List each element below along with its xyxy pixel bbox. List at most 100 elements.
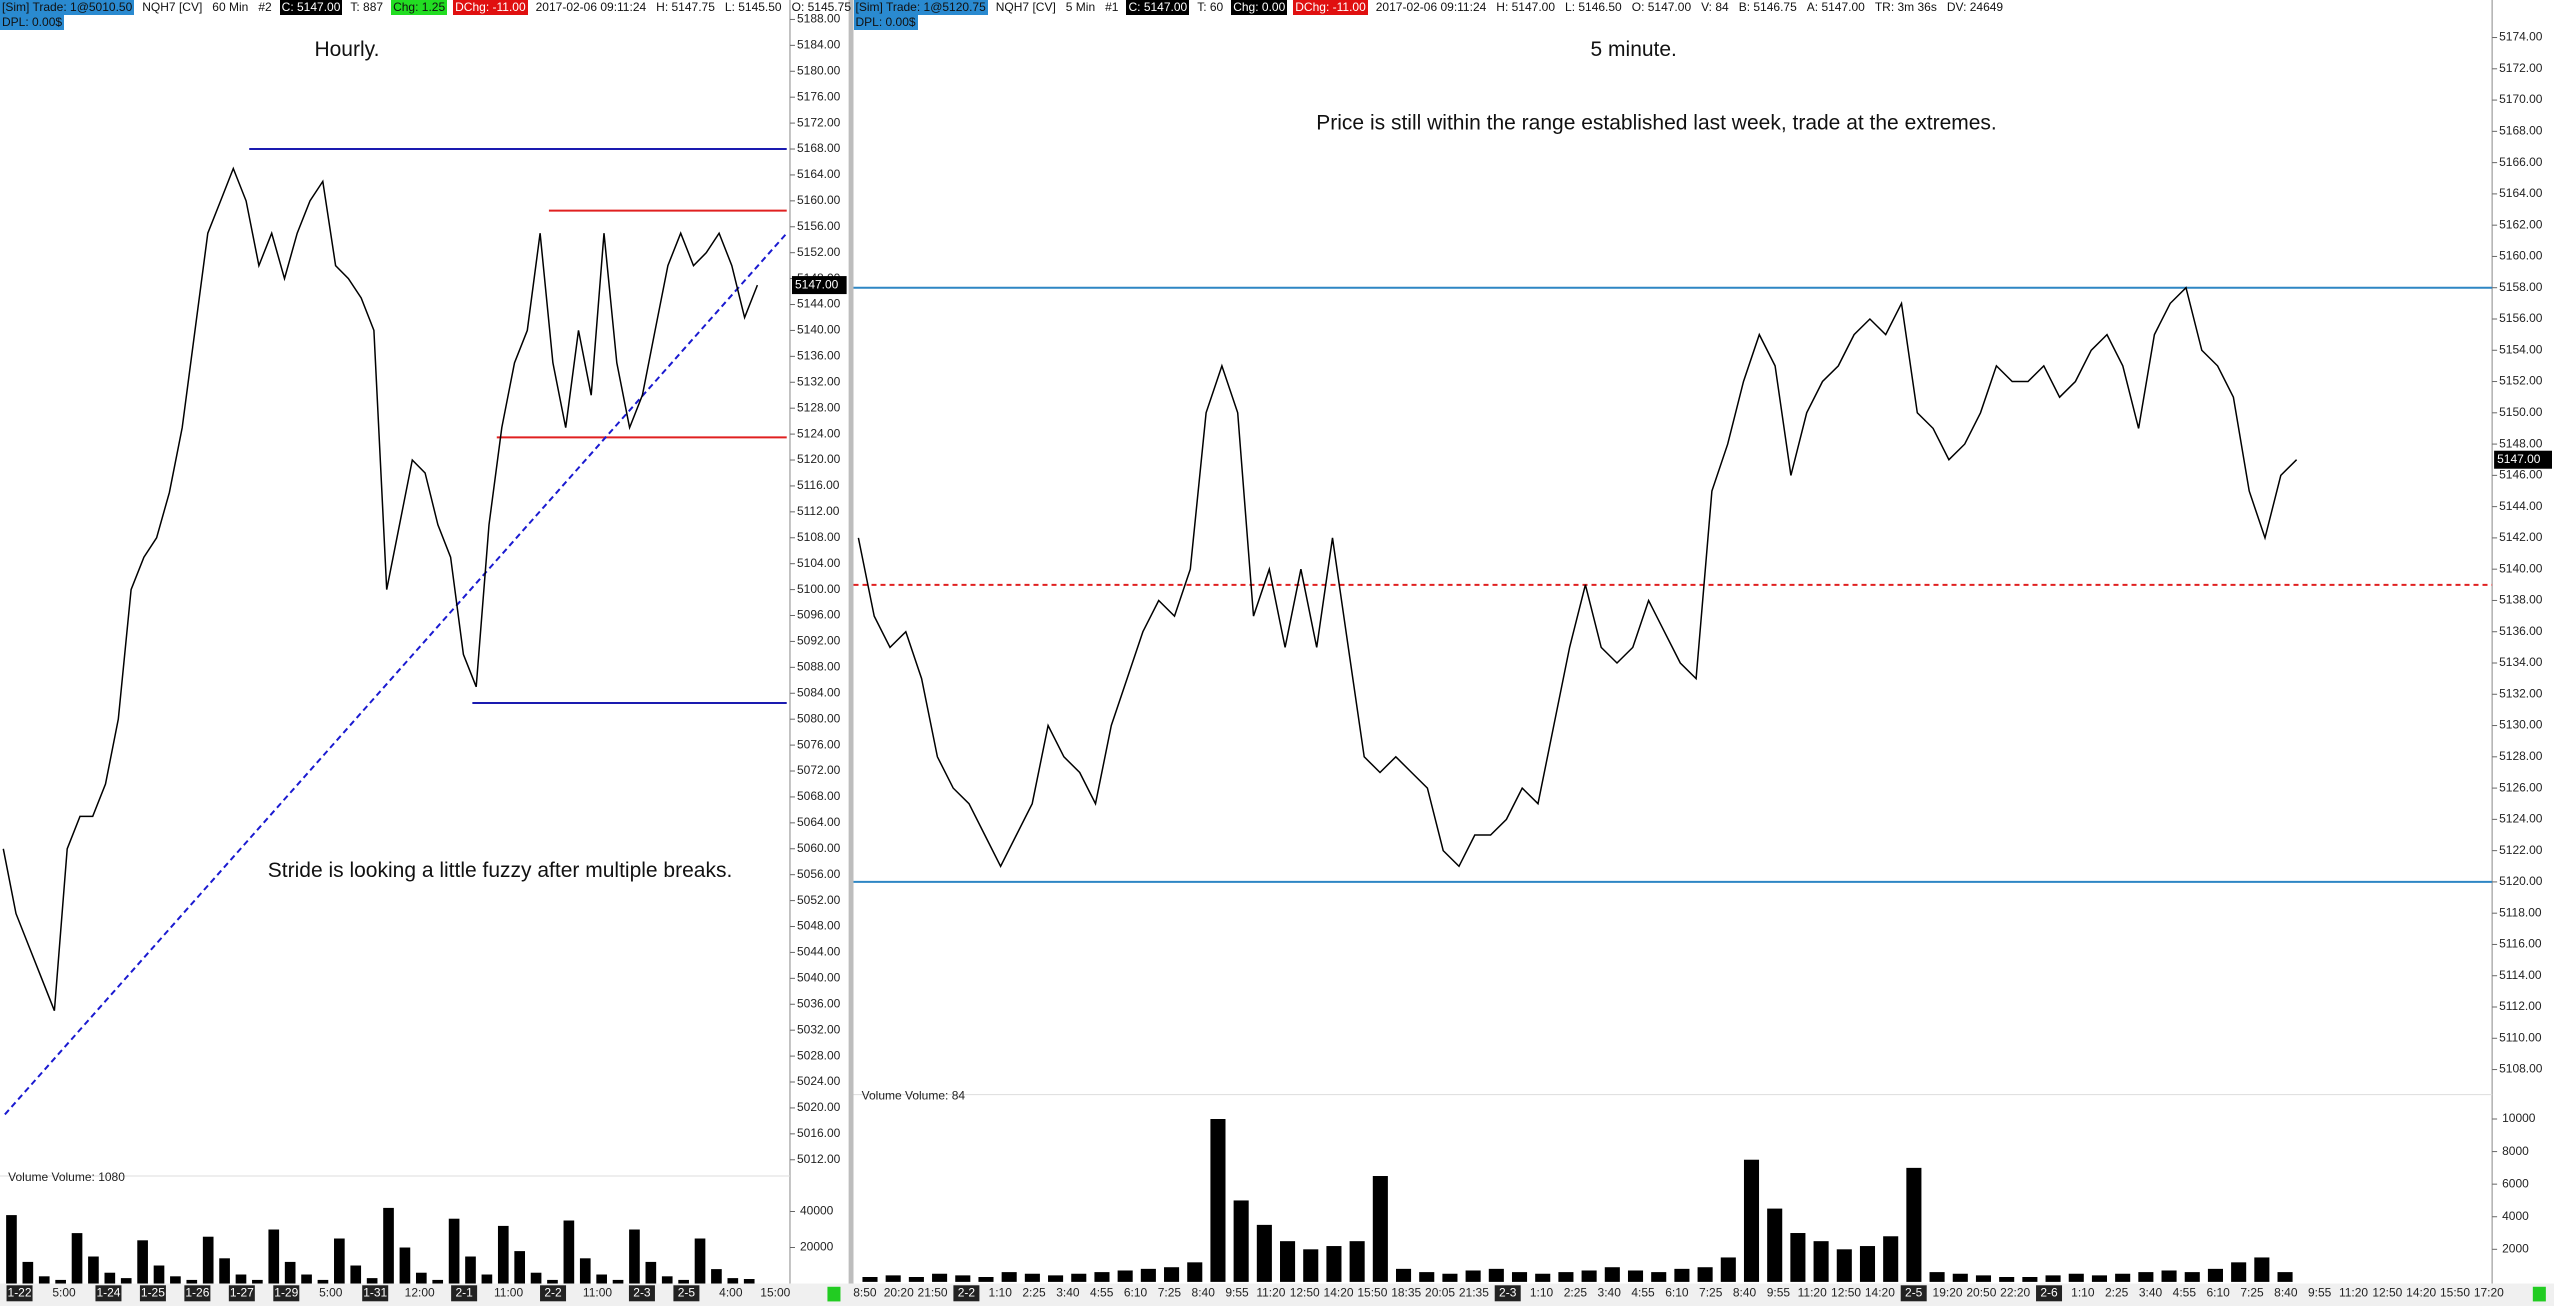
x-tick-label: 1-31 <box>363 1285 387 1299</box>
volume-bar <box>71 1233 83 1284</box>
x-tick-label: 1-25 <box>141 1285 165 1299</box>
x-tick-label: 1:10 <box>2071 1285 2095 1299</box>
y-tick-label: 5012.00 <box>797 1152 841 1166</box>
volume-bar <box>1419 1272 1435 1282</box>
date-tag <box>673 1285 700 1302</box>
volume-bar <box>1024 1273 1040 1282</box>
x-tick-label: 2-3 <box>633 1285 651 1299</box>
volume-bar <box>1767 1208 1783 1282</box>
volume-bar <box>955 1275 971 1282</box>
volume-bar <box>645 1261 657 1284</box>
volume-bar <box>55 1279 66 1284</box>
date-tag <box>6 1285 33 1302</box>
x-tick-label: 12:00 <box>405 1285 435 1299</box>
volume-bar <box>1395 1268 1412 1282</box>
date-tag <box>2036 1285 2063 1302</box>
x-tick-label: 1-29 <box>274 1285 298 1299</box>
x-tick-label: 7:25 <box>1699 1285 1723 1299</box>
y-tick-label: 5136.00 <box>2499 624 2543 638</box>
date-tag <box>362 1285 389 1302</box>
volume-bar <box>678 1279 689 1284</box>
header-field: 2017-02-06 09:11:24 <box>535 0 647 14</box>
volume-bar <box>301 1274 312 1284</box>
y-tick-label: 5126.00 <box>2499 780 2543 794</box>
volume-bar <box>432 1279 444 1284</box>
volume-bar <box>2022 1277 2038 1282</box>
y-tick-label: 5072.00 <box>797 763 841 777</box>
y-tick-label: 5144.00 <box>2499 499 2543 513</box>
y-tick-label: 5176.00 <box>797 89 841 103</box>
volume-bar <box>547 1279 558 1284</box>
volume-bar <box>2091 1275 2108 1282</box>
x-tick-label: 7:25 <box>2240 1285 2264 1299</box>
x-tick-label: 1-22 <box>8 1285 32 1299</box>
volume-bar <box>88 1256 99 1284</box>
y-tick-label: 5188.00 <box>797 12 841 26</box>
header-field: H: 5147.75 <box>656 0 715 14</box>
y-tick-label: 5164.00 <box>797 167 841 181</box>
annotation: Stride is looking a little fuzzy after m… <box>268 859 733 882</box>
header-field: L: 5145.50 <box>724 0 782 14</box>
y-tick-label: 5048.00 <box>797 919 841 933</box>
y-tick-label: 5040.00 <box>797 971 841 985</box>
volume-tick-label: 2000 <box>2502 1241 2529 1255</box>
volume-bar <box>1442 1273 1458 1282</box>
volume-bar <box>465 1256 476 1284</box>
date-tag <box>540 1285 567 1302</box>
header-field: [Sim] Trade: 1@5010.50 <box>0 0 135 15</box>
volume-bar <box>1651 1272 1667 1282</box>
x-tick-label: 5:00 <box>319 1285 343 1299</box>
volume-bar <box>2277 1272 2293 1282</box>
header-field: T: 60 <box>1197 0 1224 14</box>
volume-bar <box>170 1276 181 1284</box>
volume-bar <box>579 1258 591 1284</box>
y-tick-label: 5060.00 <box>797 841 841 855</box>
volume-bar <box>334 1238 345 1284</box>
volume-bar <box>1836 1249 1852 1282</box>
volume-bar <box>1256 1224 1272 1282</box>
volume-bar <box>235 1274 247 1284</box>
volume-bar <box>514 1251 526 1284</box>
y-tick-label: 5068.00 <box>797 789 841 803</box>
x-tick-label: 6:10 <box>1665 1285 1689 1299</box>
x-tick-label: 5:00 <box>52 1285 76 1299</box>
y-tick-label: 5152.00 <box>797 245 841 259</box>
volume-bar <box>22 1261 34 1284</box>
x-tick-label: 12:50 <box>1290 1285 1320 1299</box>
volume-bar <box>530 1272 542 1284</box>
x-tick-label: 14:20 <box>2406 1285 2436 1299</box>
header-field: B: 5146.75 <box>1738 0 1797 14</box>
volume-bar <box>1975 1275 1992 1282</box>
header-field: DChg: -11.00 <box>453 0 528 15</box>
volume-bar <box>612 1279 624 1284</box>
x-tick-label: 11:20 <box>1256 1285 1285 1299</box>
x-tick-label: 7:25 <box>1158 1285 1182 1299</box>
volume-bar <box>978 1277 994 1282</box>
volume-bar <box>2184 1272 2200 1282</box>
volume-bar <box>1117 1270 1133 1282</box>
y-tick-label: 5134.00 <box>2499 655 2543 669</box>
chart-header: [Sim] Trade: 1@5120.75 NQH7 [CV] 5 Min #1 C:… <box>853 0 2006 15</box>
y-tick-label: 5064.00 <box>797 815 841 829</box>
volume-bar <box>1627 1270 1644 1282</box>
volume-bar <box>563 1220 575 1284</box>
header-field: NQH7 [CV] <box>142 0 203 14</box>
y-tick-label: 5132.00 <box>797 374 841 388</box>
volume-bar <box>1790 1233 1806 1282</box>
x-tick-label: 21:50 <box>918 1285 948 1299</box>
volume-bar <box>1883 1236 1899 1282</box>
x-tick-label: 11:20 <box>1798 1285 1827 1299</box>
x-tick-label: 1:10 <box>989 1285 1013 1299</box>
annotation: Hourly. <box>314 38 379 61</box>
annotation: 5 minute. <box>1591 38 1677 61</box>
x-tick-label: 8:40 <box>1192 1285 1216 1299</box>
x-tick-label: 17:20 <box>2474 1285 2504 1299</box>
x-tick-label: 3:40 <box>1056 1285 1080 1299</box>
volume-bar <box>399 1247 411 1284</box>
x-tick-label: 1-27 <box>230 1285 254 1299</box>
header-field: O: 5145.75 <box>791 0 851 14</box>
volume-tick-label: 4000 <box>2502 1209 2529 1223</box>
y-tick-label: 5148.00 <box>2499 436 2543 450</box>
x-tick-label: 4:55 <box>1090 1285 1114 1299</box>
